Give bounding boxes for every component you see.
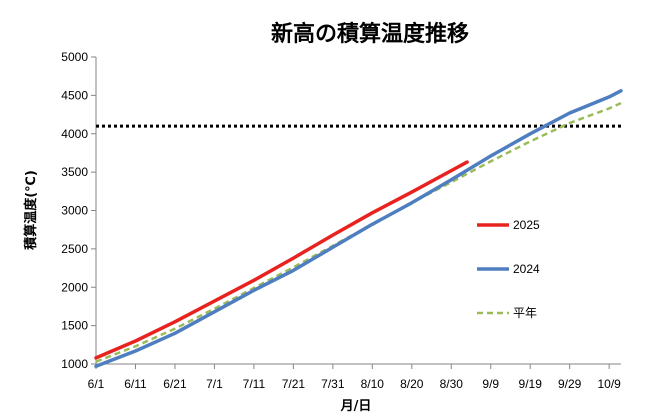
y-tick-label: 1500 [61, 319, 88, 333]
x-axis-title: 月/日 [340, 399, 372, 414]
chart-title: 新高の積算温度推移 [271, 21, 469, 47]
y-tick-label: 3500 [61, 165, 88, 179]
series-line-0 [94, 160, 469, 360]
y-tick-label: 2000 [61, 280, 88, 294]
x-tick-label: 9/9 [482, 377, 499, 391]
series-line-2 [95, 101, 622, 363]
legend-label-0: 2025 [513, 218, 540, 232]
legend: 2025 2024 平年 [477, 218, 540, 320]
x-tick-label: 6/11 [124, 377, 147, 391]
series-layer [94, 89, 623, 369]
x-tick-label: 9/19 [519, 377, 543, 391]
plot-area [95, 57, 621, 365]
x-axis-ticks: 6/1 6/11 6/21 7/1 7/11 7/21 7/31 8/10 8/20 8/30 9/… [88, 364, 621, 391]
x-tick-label: 8/30 [440, 377, 464, 391]
x-tick-label: 7/31 [321, 377, 345, 391]
y-tick-label: 4500 [61, 88, 88, 102]
y-tick-label: 4000 [61, 127, 88, 141]
y-tick-label: 3000 [61, 204, 88, 218]
y-tick-label: 1000 [61, 357, 88, 371]
x-tick-label: 8/10 [361, 377, 385, 391]
legend-label-1: 2024 [513, 262, 540, 276]
x-tick-label: 10/9 [597, 377, 621, 391]
y-tick-label: 5000 [61, 50, 88, 64]
y-axis-title: 積算温度(℃) [23, 170, 39, 251]
x-tick-label: 6/1 [88, 377, 105, 391]
x-tick-label: 7/21 [282, 377, 306, 391]
x-tick-label: 7/11 [243, 377, 266, 391]
x-tick-label: 9/29 [558, 377, 582, 391]
x-tick-label: 8/20 [400, 377, 424, 391]
y-tick-label: 2500 [61, 242, 88, 256]
legend-label-2: 平年 [513, 306, 537, 320]
y-axis-ticks: 1000 1500 2000 2500 3000 3500 4000 4500 5000 [61, 50, 96, 371]
x-tick-label: 6/21 [163, 377, 187, 391]
series-line-1 [94, 89, 623, 369]
x-tick-label: 7/1 [206, 377, 223, 391]
